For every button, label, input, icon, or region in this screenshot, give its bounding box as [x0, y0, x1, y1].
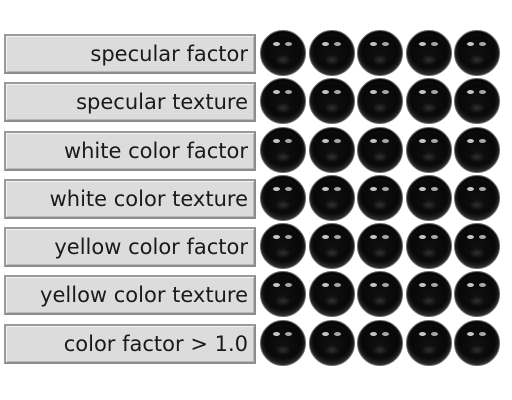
sphere-render	[405, 319, 452, 366]
sphere-render	[454, 174, 500, 221]
sphere-render	[260, 78, 306, 125]
label-white-color-texture: white color texture	[4, 178, 256, 219]
sphere-render	[260, 30, 306, 76]
sphere-render	[454, 319, 500, 366]
sphere-render	[308, 78, 355, 125]
sphere-row	[260, 78, 510, 126]
sphere-render	[454, 126, 500, 173]
sphere-render	[260, 126, 306, 173]
sphere-row	[260, 319, 510, 368]
sphere-render	[357, 30, 403, 76]
sphere-render	[405, 78, 452, 125]
sphere-render	[357, 174, 403, 221]
sphere-render	[357, 223, 403, 270]
label-specular-factor: specular factor	[4, 34, 256, 74]
sphere-row	[260, 223, 510, 271]
label-color-factor-gt-1: color factor > 1.0	[4, 323, 256, 364]
sphere-row	[260, 174, 510, 223]
label-yellow-color-factor: yellow color factor	[4, 227, 256, 268]
sphere-render	[405, 174, 452, 221]
row-labels: specular factor specular texture white c…	[4, 34, 256, 372]
sphere-row	[260, 271, 510, 319]
sphere-render	[454, 271, 500, 318]
sphere-render	[454, 78, 500, 125]
sphere-render	[308, 126, 355, 173]
label-yellow-color-texture: yellow color texture	[4, 275, 256, 316]
sphere-render	[308, 174, 355, 221]
sphere-render	[405, 271, 452, 318]
sphere-grid	[260, 30, 510, 368]
sphere-render	[308, 223, 355, 270]
sphere-render	[308, 319, 355, 366]
sphere-row	[260, 126, 510, 175]
sphere-render	[260, 223, 306, 270]
sphere-render	[357, 319, 403, 366]
sphere-render	[357, 271, 403, 318]
sphere-render	[308, 30, 355, 76]
label-specular-texture: specular texture	[4, 82, 256, 123]
label-white-color-factor: white color factor	[4, 130, 256, 171]
sphere-render	[308, 271, 355, 318]
sphere-row	[260, 30, 510, 78]
sphere-render	[260, 271, 306, 318]
sphere-render	[260, 174, 306, 221]
sphere-render	[454, 223, 500, 270]
sphere-render	[405, 126, 452, 173]
sphere-render	[357, 126, 403, 173]
sphere-render	[357, 78, 403, 125]
sphere-render	[454, 30, 500, 76]
sphere-render	[405, 223, 452, 270]
sphere-render	[405, 30, 452, 76]
sphere-render	[260, 319, 306, 366]
